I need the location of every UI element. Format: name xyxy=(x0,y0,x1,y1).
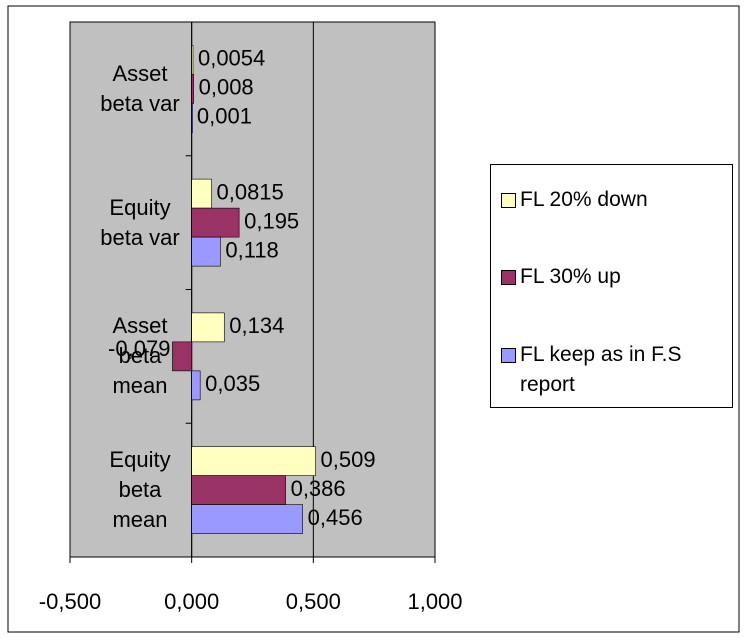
x-tick-label: 0,500 xyxy=(286,589,341,614)
value-label: -0,079 xyxy=(108,336,170,361)
bar xyxy=(191,103,193,133)
bar xyxy=(191,504,303,534)
category-label: Asset beta var xyxy=(100,60,180,116)
x-tick-label: 0,000 xyxy=(164,589,219,614)
legend-item: FL 30% up xyxy=(501,262,726,292)
legend-swatch xyxy=(501,193,516,208)
value-label: 0,195 xyxy=(244,208,299,233)
legend-item: FL 20% down xyxy=(501,185,726,215)
legend-swatch xyxy=(501,348,516,363)
category-label: Equity beta mean xyxy=(109,447,171,533)
legend-label: FL 20% down xyxy=(520,188,648,211)
value-label: 0,456 xyxy=(308,505,363,530)
bar xyxy=(191,446,316,476)
value-label: 0,509 xyxy=(321,447,376,472)
value-label: 0,001 xyxy=(197,104,252,129)
bar xyxy=(191,312,225,343)
value-label: 0,008 xyxy=(199,75,254,100)
legend-label: FL keep as in F.S report xyxy=(520,343,682,396)
chart-border xyxy=(7,5,740,633)
bar xyxy=(191,236,221,267)
value-label: 0,386 xyxy=(291,476,346,501)
category-label: Asset beta mean xyxy=(112,313,168,399)
legend: FL 20% down FL 30% up FL keep as in F.S re… xyxy=(490,164,733,408)
value-label: 0,0054 xyxy=(198,46,265,71)
bar xyxy=(191,370,201,401)
x-tick-label: 1,000 xyxy=(407,589,462,614)
value-label: 0,035 xyxy=(205,371,260,396)
bar xyxy=(191,207,240,238)
x-tick-label: -0,500 xyxy=(39,589,101,614)
value-label: 0,118 xyxy=(225,237,278,262)
legend-item: FL keep as in F.S report xyxy=(501,340,726,400)
value-label: 0,0815 xyxy=(216,179,283,204)
value-label: 0,134 xyxy=(229,313,284,338)
legend-label: FL 30% up xyxy=(520,265,621,288)
category-label: Equity beta var xyxy=(100,194,180,250)
legend-swatch xyxy=(501,270,516,285)
bar xyxy=(172,341,192,372)
bar xyxy=(191,475,286,505)
